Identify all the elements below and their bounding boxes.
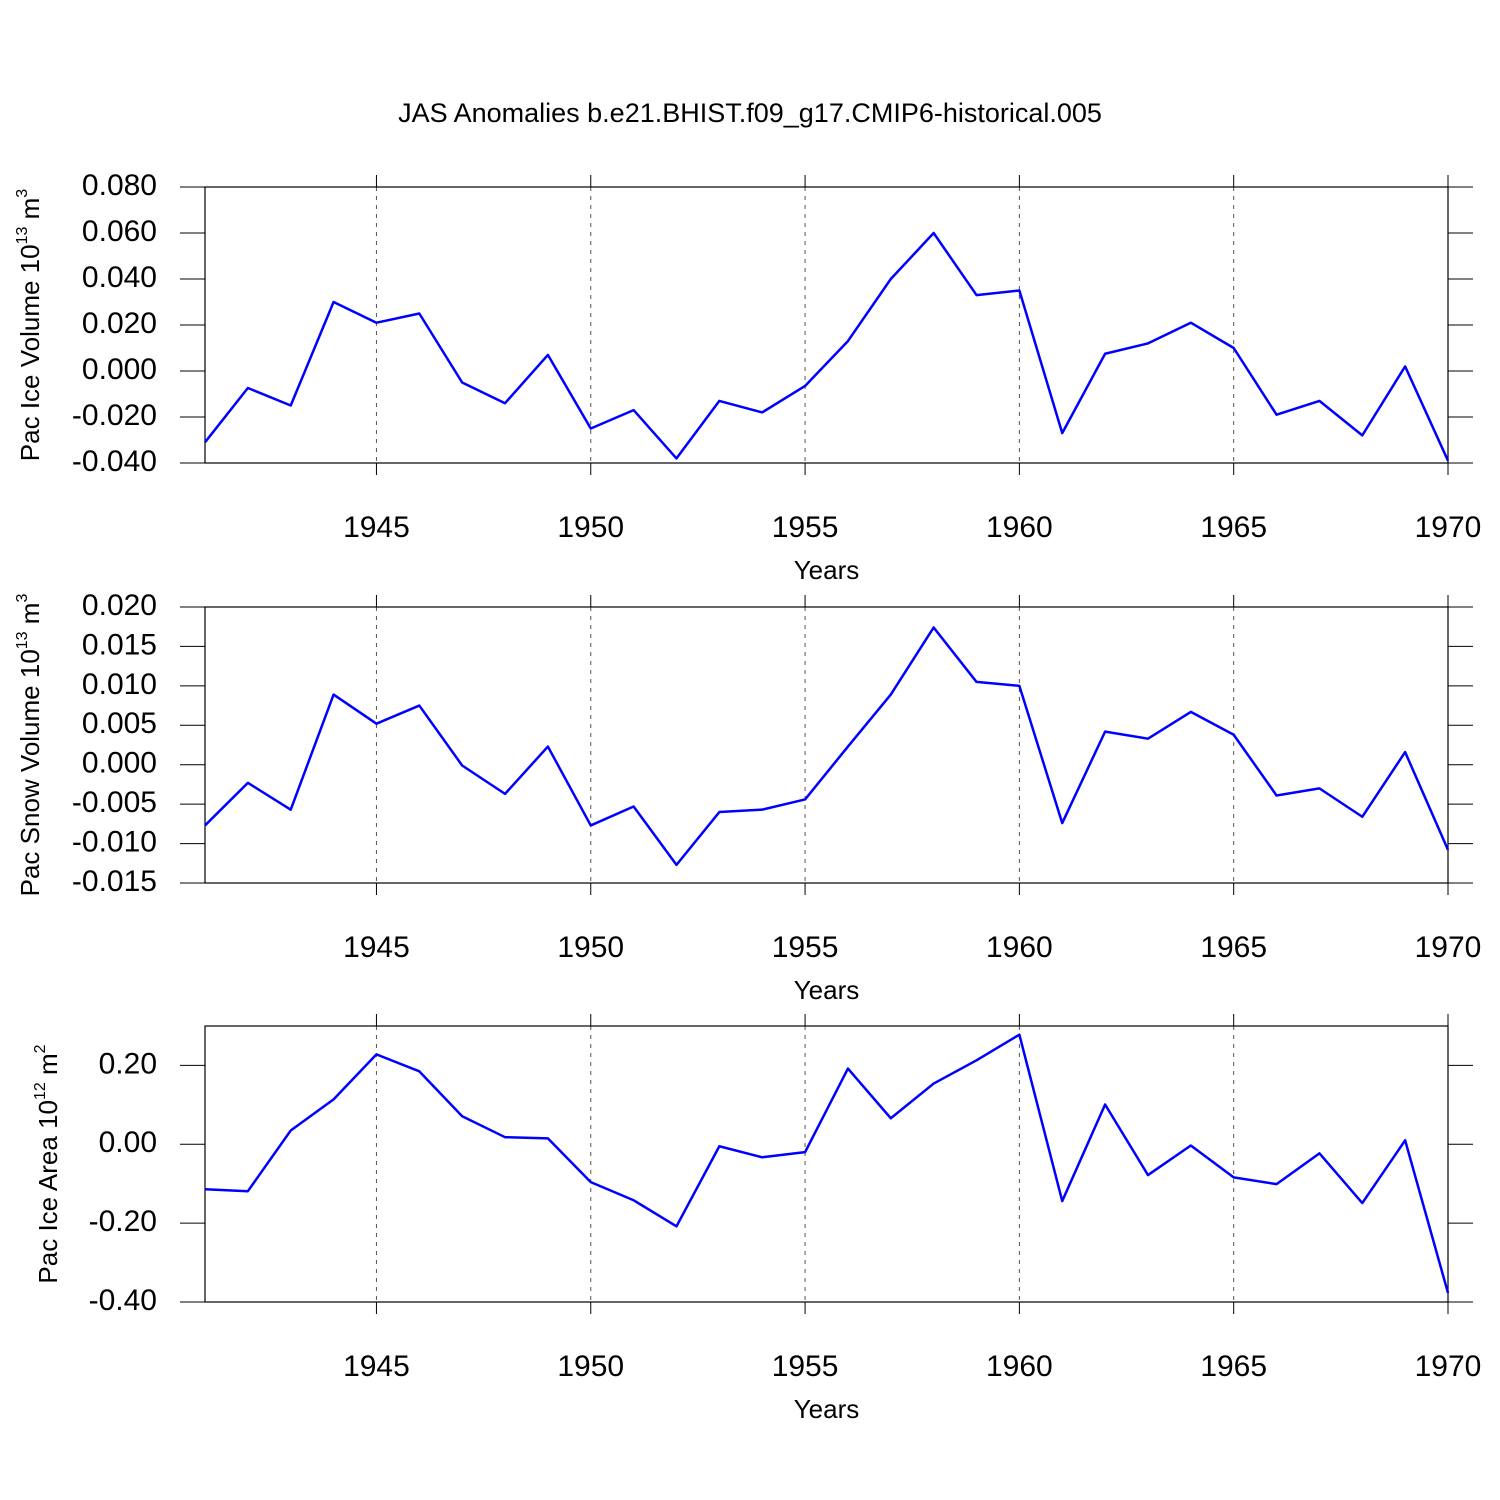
y-tick-label: 0.015 — [82, 628, 157, 661]
y-tick-label: 0.000 — [82, 747, 157, 780]
y-tick-label: -0.020 — [72, 399, 157, 432]
y-tick-label: 0.000 — [82, 353, 157, 386]
y-axis-label-part: m — [33, 1053, 63, 1082]
y-tick-label: 0.040 — [82, 261, 157, 294]
y-axis-label-part: m — [15, 603, 45, 632]
plot-frame — [204, 606, 1449, 884]
data-line — [204, 1033, 1450, 1294]
x-tick-label: 1945 — [343, 511, 410, 544]
data-line — [204, 231, 1450, 462]
chart-title: JAS Anomalies b.e21.BHIST.f09_g17.CMIP6-… — [398, 98, 1102, 128]
x-tick-label: 1970 — [1415, 1350, 1482, 1383]
y-axis-label-exponent: 13 — [14, 226, 31, 244]
y-axis-label: Pac Snow Volume 1013 m3 — [14, 594, 45, 897]
x-tick-label: 1970 — [1415, 931, 1482, 964]
y-axis-label-exponent: 2 — [32, 1044, 49, 1053]
x-tick-label: 1945 — [343, 931, 410, 964]
x-tick-label: 1960 — [986, 931, 1053, 964]
y-tick-label: -0.040 — [72, 445, 157, 478]
x-tick-label: 1955 — [772, 1350, 839, 1383]
y-axis-label-exponent: 3 — [14, 189, 31, 198]
x-tick-label: 1965 — [1200, 511, 1267, 544]
x-tick-label: 1955 — [772, 511, 839, 544]
plot-frame — [204, 186, 1449, 464]
y-tick-label: -0.010 — [72, 825, 157, 858]
x-tick-label: 1965 — [1200, 931, 1267, 964]
x-tick-label: 1965 — [1200, 1350, 1267, 1383]
y-tick-label: 0.20 — [99, 1047, 157, 1080]
y-tick-label: 0.00 — [99, 1126, 157, 1159]
y-axis-label-part: Pac Ice Area 10 — [33, 1100, 63, 1284]
y-axis-label-exponent: 3 — [14, 594, 31, 603]
y-tick-label: 0.080 — [82, 169, 157, 202]
x-tick-label: 1955 — [772, 931, 839, 964]
y-tick-label: -0.015 — [72, 865, 157, 898]
x-tick-label: 1945 — [343, 1350, 410, 1383]
y-tick-label: 0.020 — [82, 307, 157, 340]
y-axis-label-exponent: 12 — [32, 1082, 49, 1100]
data-line — [204, 626, 1450, 867]
y-axis-label: Pac Ice Area 1012 m2 — [32, 1044, 63, 1283]
x-tick-label: 1960 — [986, 511, 1053, 544]
y-tick-label: 0.005 — [82, 707, 157, 740]
y-axis-label-exponent: 13 — [14, 631, 31, 649]
x-tick-label: 1950 — [557, 1350, 624, 1383]
plot-frame — [204, 1025, 1449, 1303]
x-tick-label: 1950 — [557, 931, 624, 964]
y-tick-label: -0.40 — [89, 1284, 157, 1317]
x-axis-label: Years — [794, 975, 860, 1005]
x-axis-label: Years — [794, 555, 860, 585]
x-axis-label: Years — [794, 1394, 860, 1424]
y-tick-label: 0.010 — [82, 668, 157, 701]
y-tick-label: 0.020 — [82, 589, 157, 622]
x-tick-label: 1970 — [1415, 511, 1482, 544]
x-tick-label: 1960 — [986, 1350, 1053, 1383]
y-axis-label-part: m — [15, 198, 45, 227]
y-tick-label: -0.20 — [89, 1205, 157, 1238]
x-tick-label: 1950 — [557, 511, 624, 544]
y-axis-label-part: Pac Ice Volume 10 — [15, 244, 45, 461]
y-axis-label: Pac Ice Volume 1013 m3 — [14, 189, 45, 462]
y-tick-label: 0.060 — [82, 215, 157, 248]
y-axis-label-part: Pac Snow Volume 10 — [15, 649, 45, 896]
y-tick-label: -0.005 — [72, 786, 157, 819]
